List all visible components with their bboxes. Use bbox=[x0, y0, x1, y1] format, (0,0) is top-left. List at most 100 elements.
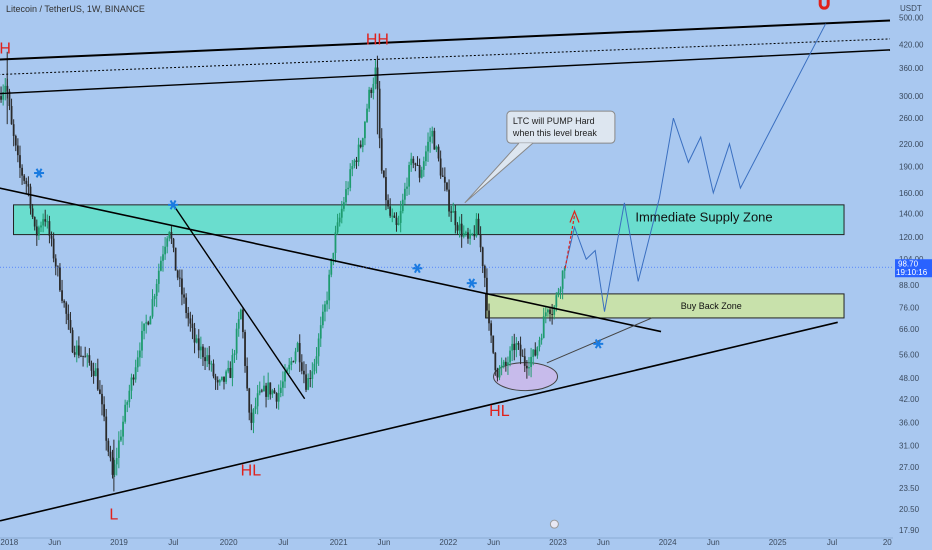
candle-body bbox=[214, 376, 217, 380]
candle-body bbox=[174, 247, 177, 271]
x-tick-label: Jun bbox=[378, 538, 391, 547]
candle-body bbox=[103, 404, 106, 417]
candle-body bbox=[170, 232, 173, 239]
candle-body bbox=[136, 357, 139, 368]
candle-body bbox=[427, 141, 429, 152]
candle-body bbox=[218, 380, 221, 383]
candle-body bbox=[33, 216, 36, 227]
candle-body bbox=[115, 458, 118, 465]
candle-body bbox=[538, 340, 541, 348]
candle-body bbox=[547, 309, 549, 313]
candle-body bbox=[44, 219, 47, 222]
x-tick-label: 2023 bbox=[549, 538, 567, 547]
callout-line-1: LTC will PUMP Hard bbox=[513, 116, 595, 126]
star-stroke bbox=[468, 278, 476, 288]
candle-body bbox=[88, 355, 91, 363]
star-stroke bbox=[169, 200, 177, 210]
upper-channel-dotted-line bbox=[0, 38, 891, 75]
candle-body bbox=[27, 183, 30, 187]
candle-body bbox=[542, 316, 545, 338]
candle-body bbox=[50, 235, 53, 239]
candle-body bbox=[258, 390, 261, 394]
candle-body bbox=[397, 222, 400, 225]
candle-body bbox=[191, 323, 194, 329]
candle-body bbox=[126, 402, 129, 405]
candle-body bbox=[326, 300, 328, 305]
projection-path bbox=[564, 23, 827, 312]
x-tick-label: 2021 bbox=[330, 538, 348, 547]
x-tick-label: 2018 bbox=[0, 538, 18, 547]
candle-body bbox=[290, 361, 293, 365]
accumulation-ellipse bbox=[493, 362, 559, 392]
candle-body bbox=[353, 160, 356, 167]
candle-body bbox=[532, 349, 535, 357]
candle-body bbox=[210, 363, 213, 365]
candle-body bbox=[441, 175, 444, 177]
candle-body bbox=[145, 322, 148, 324]
candle-body bbox=[387, 200, 389, 207]
candle-body bbox=[8, 91, 11, 106]
candle-body bbox=[378, 88, 381, 139]
candle-body bbox=[469, 234, 471, 239]
candle-body bbox=[511, 343, 514, 351]
x-tick-label: Jun bbox=[597, 538, 610, 547]
star-stroke bbox=[594, 339, 602, 349]
candle-body bbox=[38, 227, 40, 236]
candle-body bbox=[555, 295, 558, 307]
last-price-tag bbox=[895, 259, 932, 278]
candle-body bbox=[328, 274, 331, 301]
candle-body bbox=[107, 440, 110, 452]
candle-body bbox=[229, 367, 232, 378]
callout-pointer bbox=[464, 142, 534, 204]
candle-body bbox=[151, 299, 154, 317]
candle-body bbox=[492, 335, 495, 353]
breakout-arrow-head bbox=[569, 209, 580, 223]
y-tick-label: 48.00 bbox=[899, 374, 920, 383]
candle-body bbox=[35, 226, 38, 236]
candle-body bbox=[422, 161, 425, 170]
x-tick-label: 2019 bbox=[110, 538, 128, 547]
x-tick-label: 2022 bbox=[439, 538, 457, 547]
candle-body bbox=[59, 267, 61, 291]
candle-body bbox=[16, 145, 19, 156]
candle-body bbox=[345, 189, 347, 203]
candle-body bbox=[385, 177, 387, 201]
candle-body bbox=[347, 187, 349, 190]
replay-icon bbox=[549, 519, 559, 529]
star-marker bbox=[466, 278, 477, 288]
candle-body bbox=[199, 346, 202, 351]
candle-body bbox=[452, 210, 455, 213]
candle-body bbox=[242, 309, 244, 333]
candle-body bbox=[82, 355, 84, 357]
y-tick-label: 190.00 bbox=[899, 162, 924, 171]
candle-body bbox=[359, 144, 362, 148]
candle-body bbox=[244, 332, 246, 366]
x-tick-label: Jul bbox=[278, 538, 288, 547]
candle-body bbox=[534, 349, 537, 356]
candle-body bbox=[187, 312, 190, 319]
star-marker bbox=[412, 263, 423, 274]
candle-body bbox=[273, 390, 276, 394]
candle-body bbox=[277, 392, 280, 402]
candle-body bbox=[338, 217, 341, 223]
candle-body bbox=[69, 319, 72, 331]
candle-body bbox=[559, 288, 562, 293]
candle-body bbox=[138, 350, 141, 358]
candle-body bbox=[239, 309, 242, 320]
y-tick-label: 23.50 bbox=[899, 484, 920, 493]
candle-body bbox=[401, 199, 404, 212]
candle-body bbox=[237, 319, 240, 329]
candle-body bbox=[509, 350, 511, 363]
candle-body bbox=[319, 325, 322, 339]
candle-body bbox=[101, 393, 103, 405]
candle-body bbox=[12, 124, 15, 136]
candle-body bbox=[225, 371, 228, 382]
candle-body bbox=[109, 451, 112, 458]
candle-body bbox=[31, 208, 34, 217]
candle-body bbox=[536, 347, 539, 356]
y-tick-label: 140.00 bbox=[899, 209, 924, 218]
candle-body bbox=[309, 377, 312, 379]
candle-body bbox=[475, 218, 478, 237]
candle-body bbox=[0, 96, 2, 100]
candle-body bbox=[71, 330, 74, 353]
